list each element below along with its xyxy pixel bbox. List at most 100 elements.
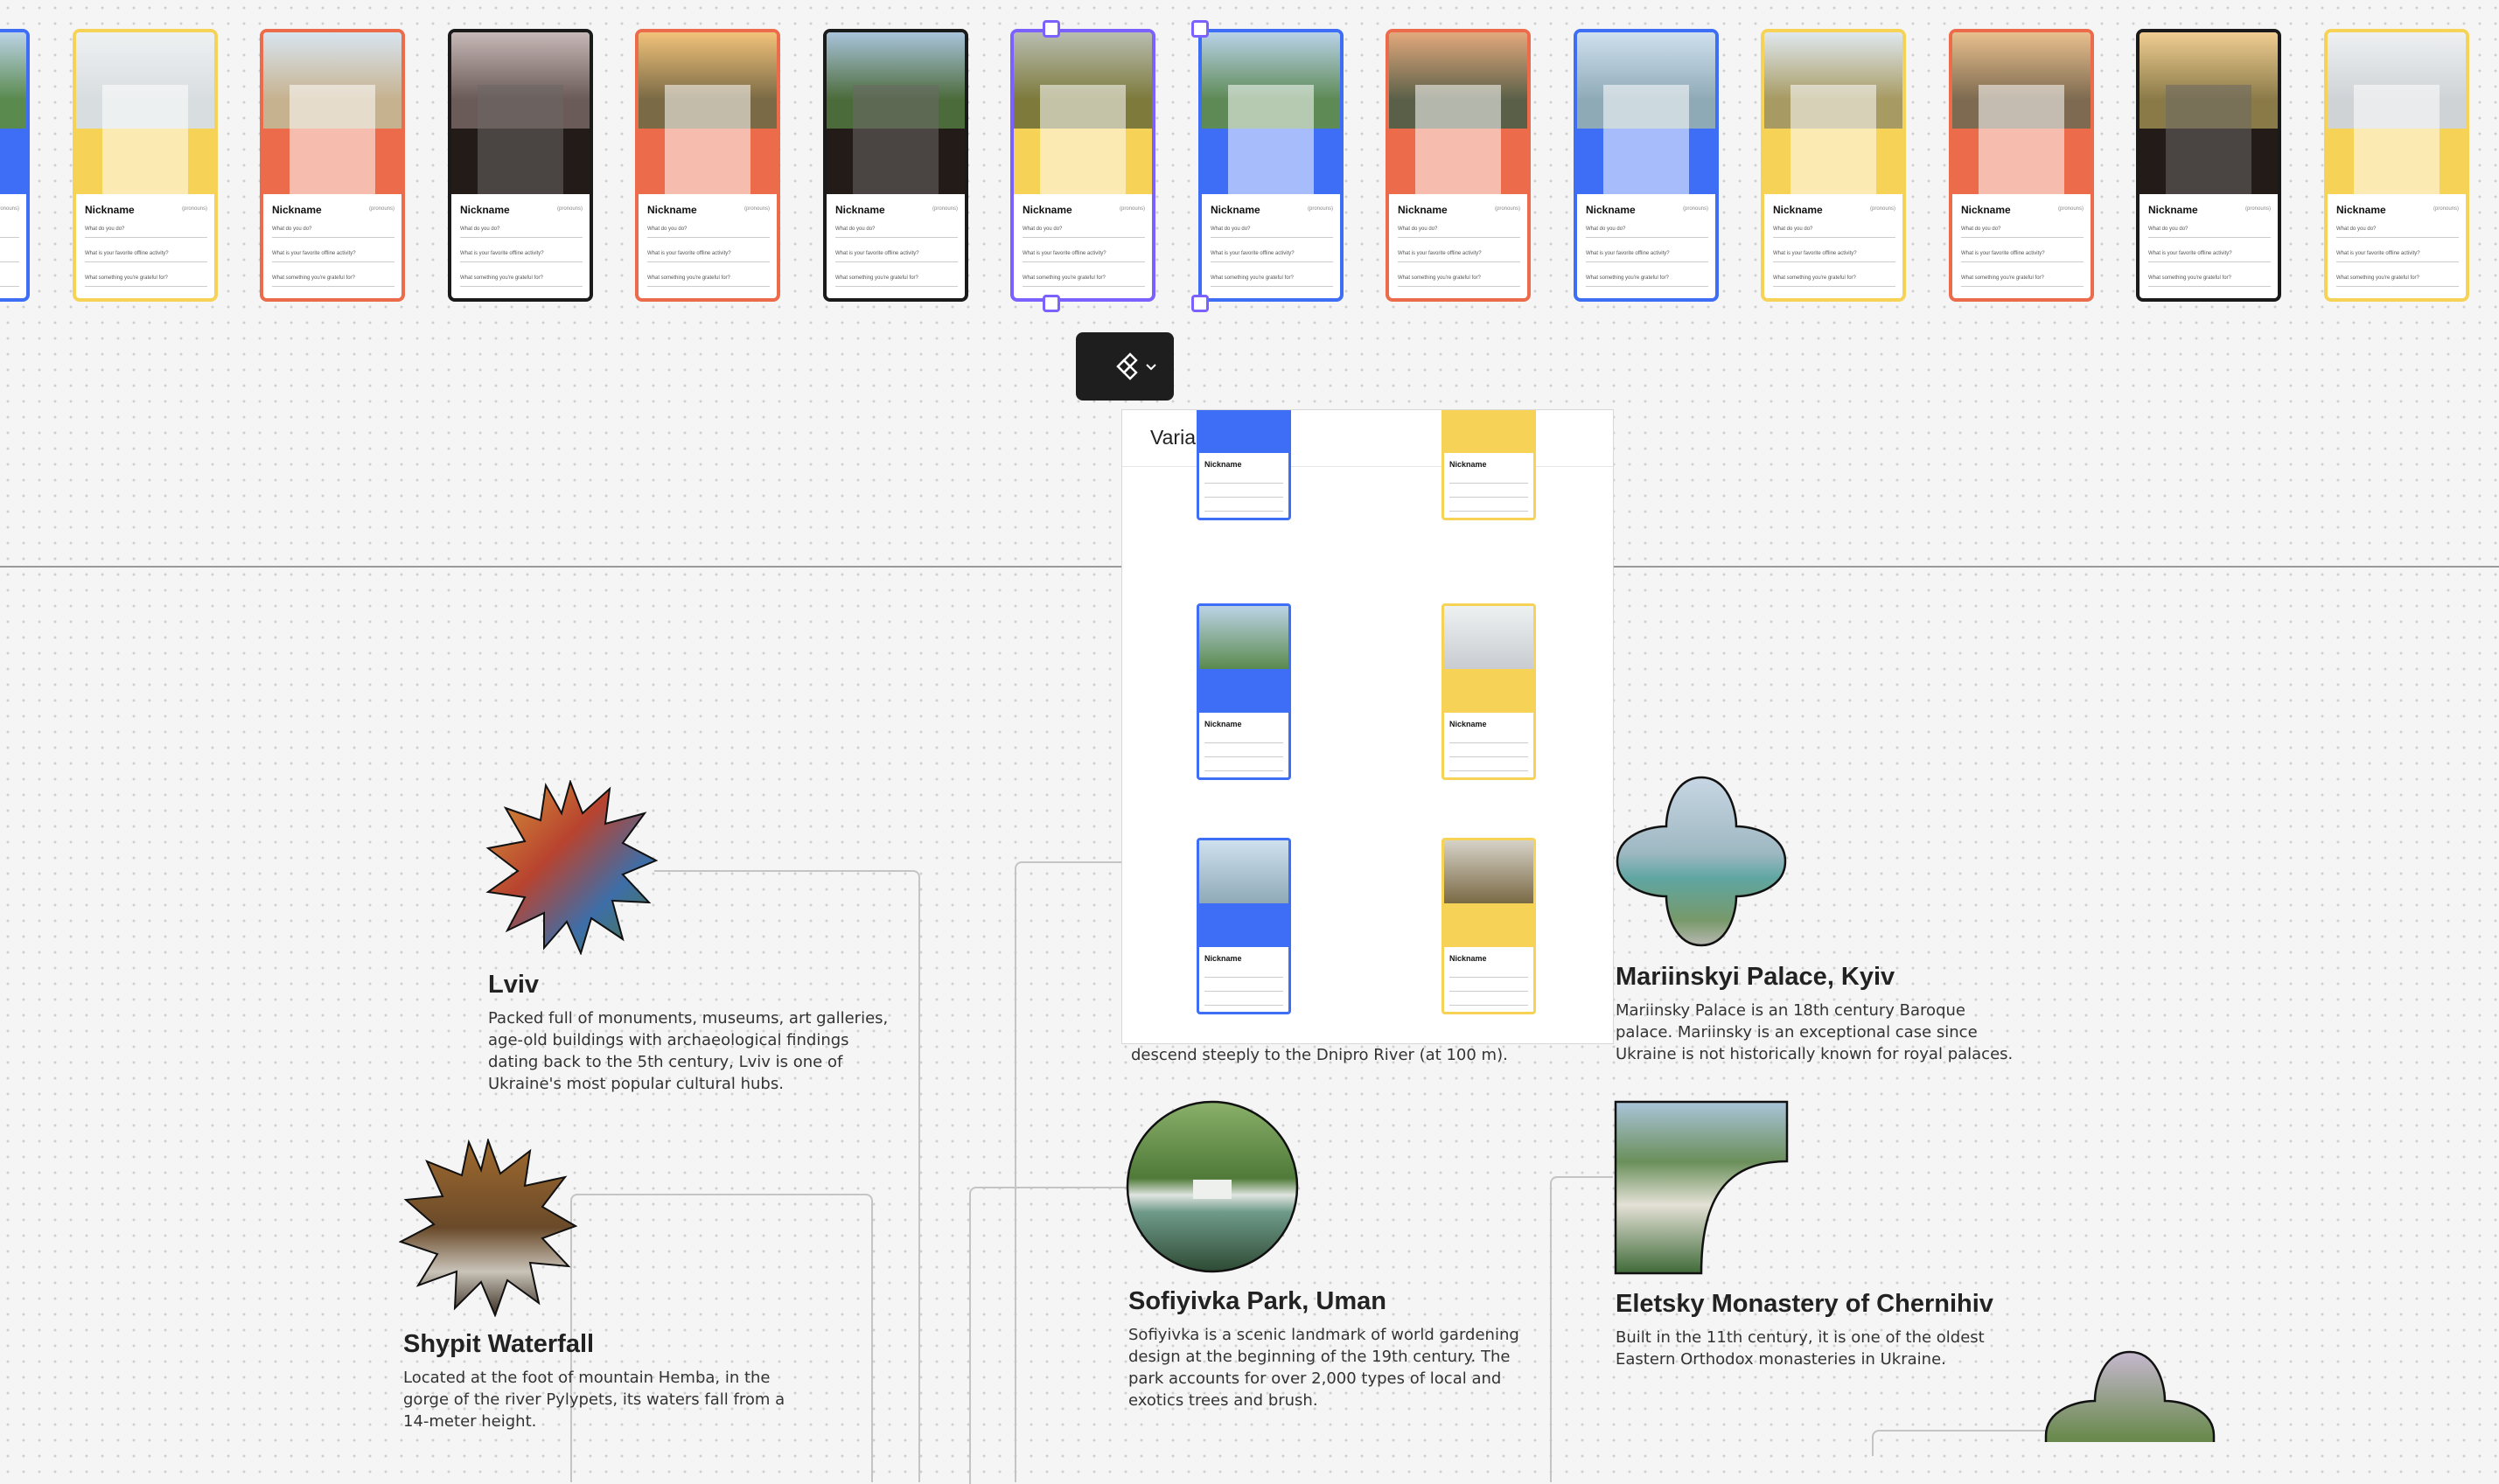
card-photo-overlay: [1603, 85, 1689, 194]
card-pronouns: (pronouns): [2244, 206, 2271, 212]
profile-card[interactable]: Nickname(pronouns)What do you do?What is…: [1198, 29, 1344, 302]
card-question: What do you do?: [1773, 226, 1895, 238]
shypit-title: Shypit Waterfall: [403, 1330, 595, 1358]
card-photo-overlay: [1228, 85, 1314, 194]
profile-card[interactable]: Nickname(pronouns)What do you do?What is…: [73, 29, 218, 302]
component-variants-button[interactable]: [1076, 332, 1174, 401]
variant-option[interactable]: Nickname: [1441, 838, 1536, 1014]
card-question: What is your favorite offline activity?: [2336, 251, 2459, 262]
card-pronouns: (pronouns): [2433, 206, 2459, 212]
variant-option[interactable]: Nickname: [1441, 603, 1536, 780]
variant-nickname: Nickname: [1449, 954, 1487, 963]
variant-divider: [1449, 991, 1528, 992]
desc-line: Ukraine is not historically known for ro…: [1616, 1045, 2014, 1063]
variants-panel: Variants Nickname Nickname Nickname Nicknam…: [1121, 409, 1614, 1044]
card-pronouns: (pronouns): [1682, 206, 1708, 212]
card-nickname: Nickname: [1023, 204, 1072, 216]
profile-card[interactable]: Nickname(pronouns)What do you do?What is…: [0, 29, 30, 302]
card-photo-overlay: [478, 85, 563, 194]
card-question: What do you do?: [647, 226, 770, 238]
card-pronouns: (pronouns): [181, 206, 207, 212]
card-nickname: Nickname: [1211, 204, 1260, 216]
profile-card[interactable]: Nickname(pronouns)What do you do?What is…: [1949, 29, 2094, 302]
connector-line: [1872, 1430, 2047, 1456]
card-question: What something you're grateful for?: [1773, 275, 1895, 287]
sofiyivka-description: Sofiyivka is a scenic landmark of world …: [1128, 1324, 1519, 1411]
card-color-band: [0, 129, 26, 194]
variant-color-band: [1444, 669, 1533, 713]
profile-card[interactable]: Nickname(pronouns)What do you do?What is…: [2324, 29, 2469, 302]
variant-photo: [1444, 606, 1533, 669]
selection-handle-bottom-left[interactable]: [1043, 295, 1060, 312]
card-question: What is your favorite offline activity?: [460, 251, 583, 262]
selection-handle-bottom-right[interactable]: [1191, 295, 1209, 312]
card-pronouns: (pronouns): [556, 206, 583, 212]
card-question: What something you're grateful for?: [835, 275, 958, 287]
profile-card[interactable]: Nickname(pronouns)What do you do?What is…: [635, 29, 780, 302]
selection-handle-top-left[interactable]: [1043, 20, 1060, 38]
profile-card[interactable]: Nickname(pronouns)What do you do?What is…: [2136, 29, 2281, 302]
profile-card[interactable]: Nickname(pronouns)What do you do?What is…: [260, 29, 405, 302]
card-pronouns: (pronouns): [1494, 206, 1520, 212]
card-pronouns: (pronouns): [1869, 206, 1895, 212]
variant-divider: [1449, 770, 1528, 771]
card-photo-overlay: [853, 85, 939, 194]
card-question: What is your favorite offline activity?: [2148, 251, 2271, 262]
lviv-starburst-image[interactable]: [483, 780, 658, 955]
variant-option[interactable]: Nickname: [1197, 838, 1291, 1014]
card-photo-overlay: [665, 85, 750, 194]
card-question: What do you do?: [460, 226, 583, 238]
profile-card[interactable]: Nickname(pronouns)What do you do?What is…: [1761, 29, 1906, 302]
desc-line: park accounts for over 2,000 types of lo…: [1128, 1369, 1502, 1388]
card-question: What do you do?: [2148, 226, 2271, 238]
desc-line: Packed full of monuments, museums, art g…: [488, 1009, 889, 1028]
card-question: What something you're grateful for?: [1586, 275, 1708, 287]
profile-card[interactable]: Nickname(pronouns)What do you do?What is…: [1386, 29, 1531, 302]
variant-divider: [1204, 483, 1283, 484]
card-nickname: Nickname: [272, 204, 322, 216]
variant-option[interactable]: Nickname: [1441, 410, 1536, 520]
card-question: What do you do?: [1211, 226, 1333, 238]
variant-divider: [1449, 511, 1528, 512]
variant-color-band: [1444, 903, 1533, 947]
mariinskyi-clover-image[interactable]: [1614, 774, 1789, 949]
profile-card[interactable]: Nickname(pronouns)What do you do?What is…: [1010, 29, 1155, 302]
shypit-starburst-image[interactable]: [399, 1139, 577, 1317]
eletsky-shape-image[interactable]: [1614, 1100, 1789, 1275]
lviv-title: Lviv: [488, 971, 540, 999]
variant-nickname: Nickname: [1449, 720, 1487, 728]
variant-divider: [1449, 497, 1528, 498]
card-question: What something you're grateful for?: [460, 275, 583, 287]
card-question: What do you do?: [0, 226, 19, 238]
card-nickname: Nickname: [835, 204, 885, 216]
selection-handle-top-right[interactable]: [1191, 20, 1209, 38]
card-question: What something you're grateful for?: [2148, 275, 2271, 287]
card-question: What something you're grateful for?: [272, 275, 394, 287]
desc-line: Located at the foot of mountain Hemba, i…: [403, 1369, 771, 1387]
variant-divider: [1449, 756, 1528, 757]
mariinskyi-title: Mariinskyi Palace, Kyiv: [1616, 963, 1895, 991]
variant-option[interactable]: Nickname: [1197, 603, 1291, 780]
profile-card[interactable]: Nickname(pronouns)What do you do?What is…: [1574, 29, 1719, 302]
variant-divider: [1204, 991, 1283, 992]
card-nickname: Nickname: [1773, 204, 1823, 216]
card-question: What something you're grateful for?: [647, 275, 770, 287]
profile-card[interactable]: Nickname(pronouns)What do you do?What is…: [448, 29, 593, 302]
card-question: What is your favorite offline activity?: [1211, 251, 1333, 262]
card-question: What is your favorite offline activity?: [272, 251, 394, 262]
card-question: What do you do?: [272, 226, 394, 238]
partial-clover-image[interactable]: [2042, 1348, 2217, 1442]
desc-line: palace. Mariinsky is an exceptional case…: [1616, 1023, 1978, 1042]
connector-line: [1550, 1176, 1613, 1482]
card-question: What do you do?: [1023, 226, 1145, 238]
variant-option[interactable]: Nickname: [1197, 410, 1291, 520]
card-question: What do you do?: [1586, 226, 1708, 238]
card-question: What something you're grateful for?: [1398, 275, 1520, 287]
card-question: What is your favorite offline activity?: [647, 251, 770, 262]
variant-divider: [1204, 1005, 1283, 1006]
desc-line: Built in the 11th century, it is one of …: [1616, 1328, 1985, 1347]
card-photo-overlay: [102, 85, 188, 194]
sofiyivka-circle-image[interactable]: [1125, 1099, 1300, 1274]
variant-divider: [1204, 756, 1283, 757]
profile-card[interactable]: Nickname(pronouns)What do you do?What is…: [823, 29, 968, 302]
